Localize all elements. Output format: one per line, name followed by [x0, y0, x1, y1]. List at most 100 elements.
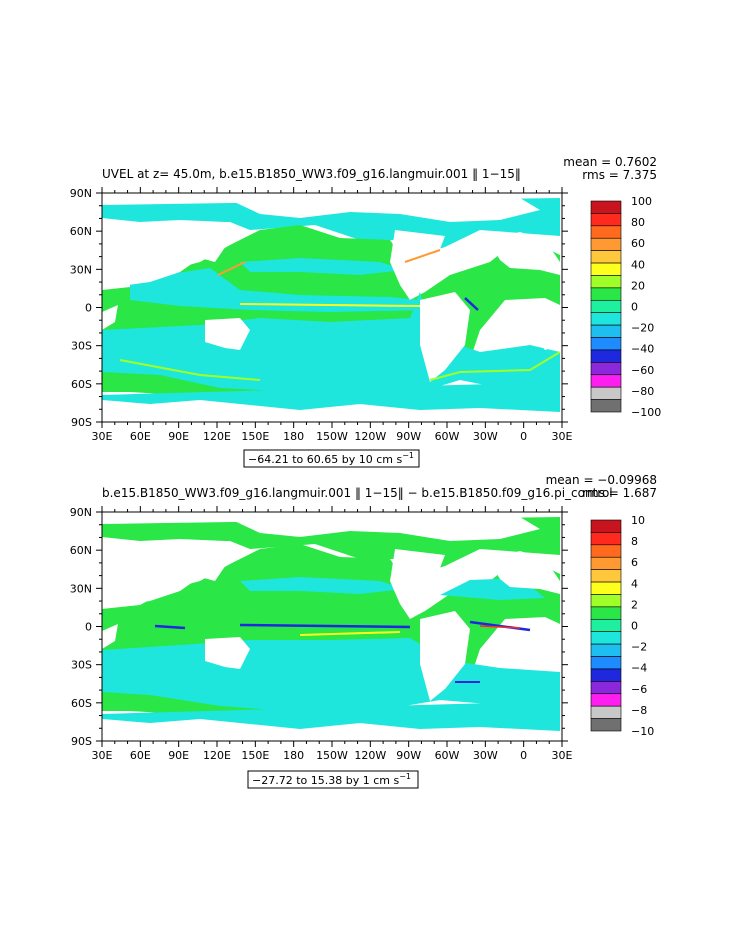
panel-1-x-axis: 30E 60E 90E 120E 150E 180 150W 120W 90W 60W 30W 0 30…	[92, 187, 573, 443]
colorbar-label: −4	[631, 662, 647, 675]
colorbar-label: −20	[631, 322, 654, 335]
colorbar-segment	[590, 374, 622, 388]
colorbar-segment	[590, 262, 622, 276]
x-tick-label: 90E	[168, 430, 189, 443]
panel-1-current-gulf	[404, 249, 441, 263]
colorbar-segment	[590, 569, 622, 583]
x-tick-label: 150W	[316, 749, 348, 762]
x-tick-label: 120W	[354, 749, 386, 762]
panel-2-current-atl	[469, 620, 531, 632]
colorbar-segment	[590, 656, 622, 670]
panel-1-current-brazil	[464, 297, 479, 311]
panel-2-x-axis: 30E 60E 90E 120E 150E 180 150W 120W 90W 60W 30W 0 30…	[92, 506, 573, 762]
x-tick-label: 90E	[168, 749, 189, 762]
x-tick-label: 120W	[354, 430, 386, 443]
colorbar-segment	[590, 718, 622, 732]
y-tick-label: 90N	[70, 187, 92, 200]
x-tick-label: 30E	[92, 430, 113, 443]
colorbar-segment	[590, 324, 622, 338]
colorbar-segment	[590, 349, 622, 363]
colorbar-segment	[590, 225, 622, 239]
x-tick-label: 60E	[130, 749, 151, 762]
colorbar-segment	[590, 237, 622, 251]
y-tick-label: 90N	[70, 506, 92, 519]
x-tick-label: 120E	[203, 430, 231, 443]
colorbar-label: 80	[631, 216, 645, 229]
x-tick-label: 120E	[203, 749, 231, 762]
colorbar-segment	[590, 606, 622, 620]
y-tick-label: 0	[85, 621, 92, 634]
panel-2-current-eq-blue	[239, 623, 411, 629]
y-tick-label: 90S	[71, 735, 92, 748]
colorbar-label: 100	[631, 195, 652, 208]
panel-2-current-atl-red	[479, 625, 521, 629]
colorbar-segment	[590, 275, 622, 289]
colorbar-segment	[590, 705, 622, 719]
x-tick-label: 30W	[473, 430, 498, 443]
colorbar-segment	[590, 532, 622, 546]
x-tick-label: 150W	[316, 430, 348, 443]
panel-1-map	[102, 193, 562, 422]
colorbar-segment	[590, 556, 622, 570]
colorbar-label: 40	[631, 258, 645, 271]
panel-1-current-kuro	[217, 261, 246, 276]
colorbar-label: 4	[631, 577, 638, 590]
colorbar-label: 20	[631, 279, 645, 292]
panel-2-current-indian	[154, 624, 186, 630]
colorbar-segment	[590, 213, 622, 227]
colorbar-segment	[590, 250, 622, 264]
colorbar-segment	[590, 337, 622, 351]
panel-1-title: UVEL at z= 45.0m, b.e15.B1850_WW3.f09_g1…	[102, 167, 521, 181]
panel-1-colorbar: 100 80 60 40 20 0 −20 −40 −60 −80 −100	[590, 195, 661, 419]
colorbar-label: 8	[631, 535, 638, 548]
y-tick-label: 30N	[70, 263, 92, 276]
colorbar-label: −80	[631, 385, 654, 398]
panel-2-current-eq-yellow	[299, 631, 401, 636]
panel-1-current-eq	[239, 303, 421, 307]
panel-1-y-axis: 90N 60N 30N 0 30S 60S 90S	[70, 187, 568, 429]
colorbar-label: −100	[631, 406, 661, 419]
panel-1: UVEL at z= 45.0m, b.e15.B1850_WW3.f09_g1…	[70, 155, 661, 468]
colorbar-segment	[590, 631, 622, 645]
x-tick-label: 180	[283, 430, 304, 443]
colorbar-label: 10	[631, 514, 645, 527]
colorbar-segment	[590, 386, 622, 400]
x-tick-label: 30E	[552, 430, 573, 443]
colorbar-label: −8	[631, 704, 647, 717]
colorbar-label: −10	[631, 725, 654, 738]
x-tick-label: 180	[283, 749, 304, 762]
panel-2: b.e15.B1850_WW3.f09_g16.langmuir.001 ‖ 1…	[70, 473, 657, 789]
x-tick-label: 90W	[396, 430, 421, 443]
colorbar-segment	[590, 618, 622, 633]
x-tick-label: 150E	[241, 430, 269, 443]
panel-2-rms: rms = 1.687	[582, 486, 657, 500]
colorbar-segment	[590, 519, 622, 533]
colorbar-segment	[590, 581, 622, 595]
panel-1-range-text: −64.21 to 60.65 by 10 cm s−1	[248, 451, 414, 466]
x-tick-label: 30E	[552, 749, 573, 762]
x-tick-label: 30E	[92, 749, 113, 762]
panel-2-mean: mean = −0.09968	[546, 473, 657, 487]
colorbar-segment	[590, 399, 622, 413]
panel-1-mean: mean = 0.7602	[563, 155, 657, 169]
x-tick-label: 60E	[130, 430, 151, 443]
y-tick-label: 60N	[70, 225, 92, 238]
x-tick-label: 0	[520, 749, 527, 762]
colorbar-segment	[590, 693, 622, 707]
x-tick-label: 60W	[435, 749, 460, 762]
colorbar-segment	[590, 681, 622, 695]
colorbar-label: 0	[631, 301, 638, 314]
colorbar-label: −2	[631, 641, 647, 654]
panel-1-land-masses	[102, 198, 560, 382]
colorbar-segment	[590, 312, 622, 326]
colorbar-label: 60	[631, 237, 645, 250]
colorbar-label: 0	[631, 620, 638, 633]
colorbar-label: −60	[631, 364, 654, 377]
colorbar-label: 2	[631, 598, 638, 611]
y-tick-label: 30N	[70, 582, 92, 595]
colorbar-label: −40	[631, 343, 654, 356]
x-tick-label: 90W	[396, 749, 421, 762]
x-tick-label: 0	[520, 430, 527, 443]
panel-2-y-axis: 90N 60N 30N 0 30S 60S 90S	[70, 506, 568, 748]
